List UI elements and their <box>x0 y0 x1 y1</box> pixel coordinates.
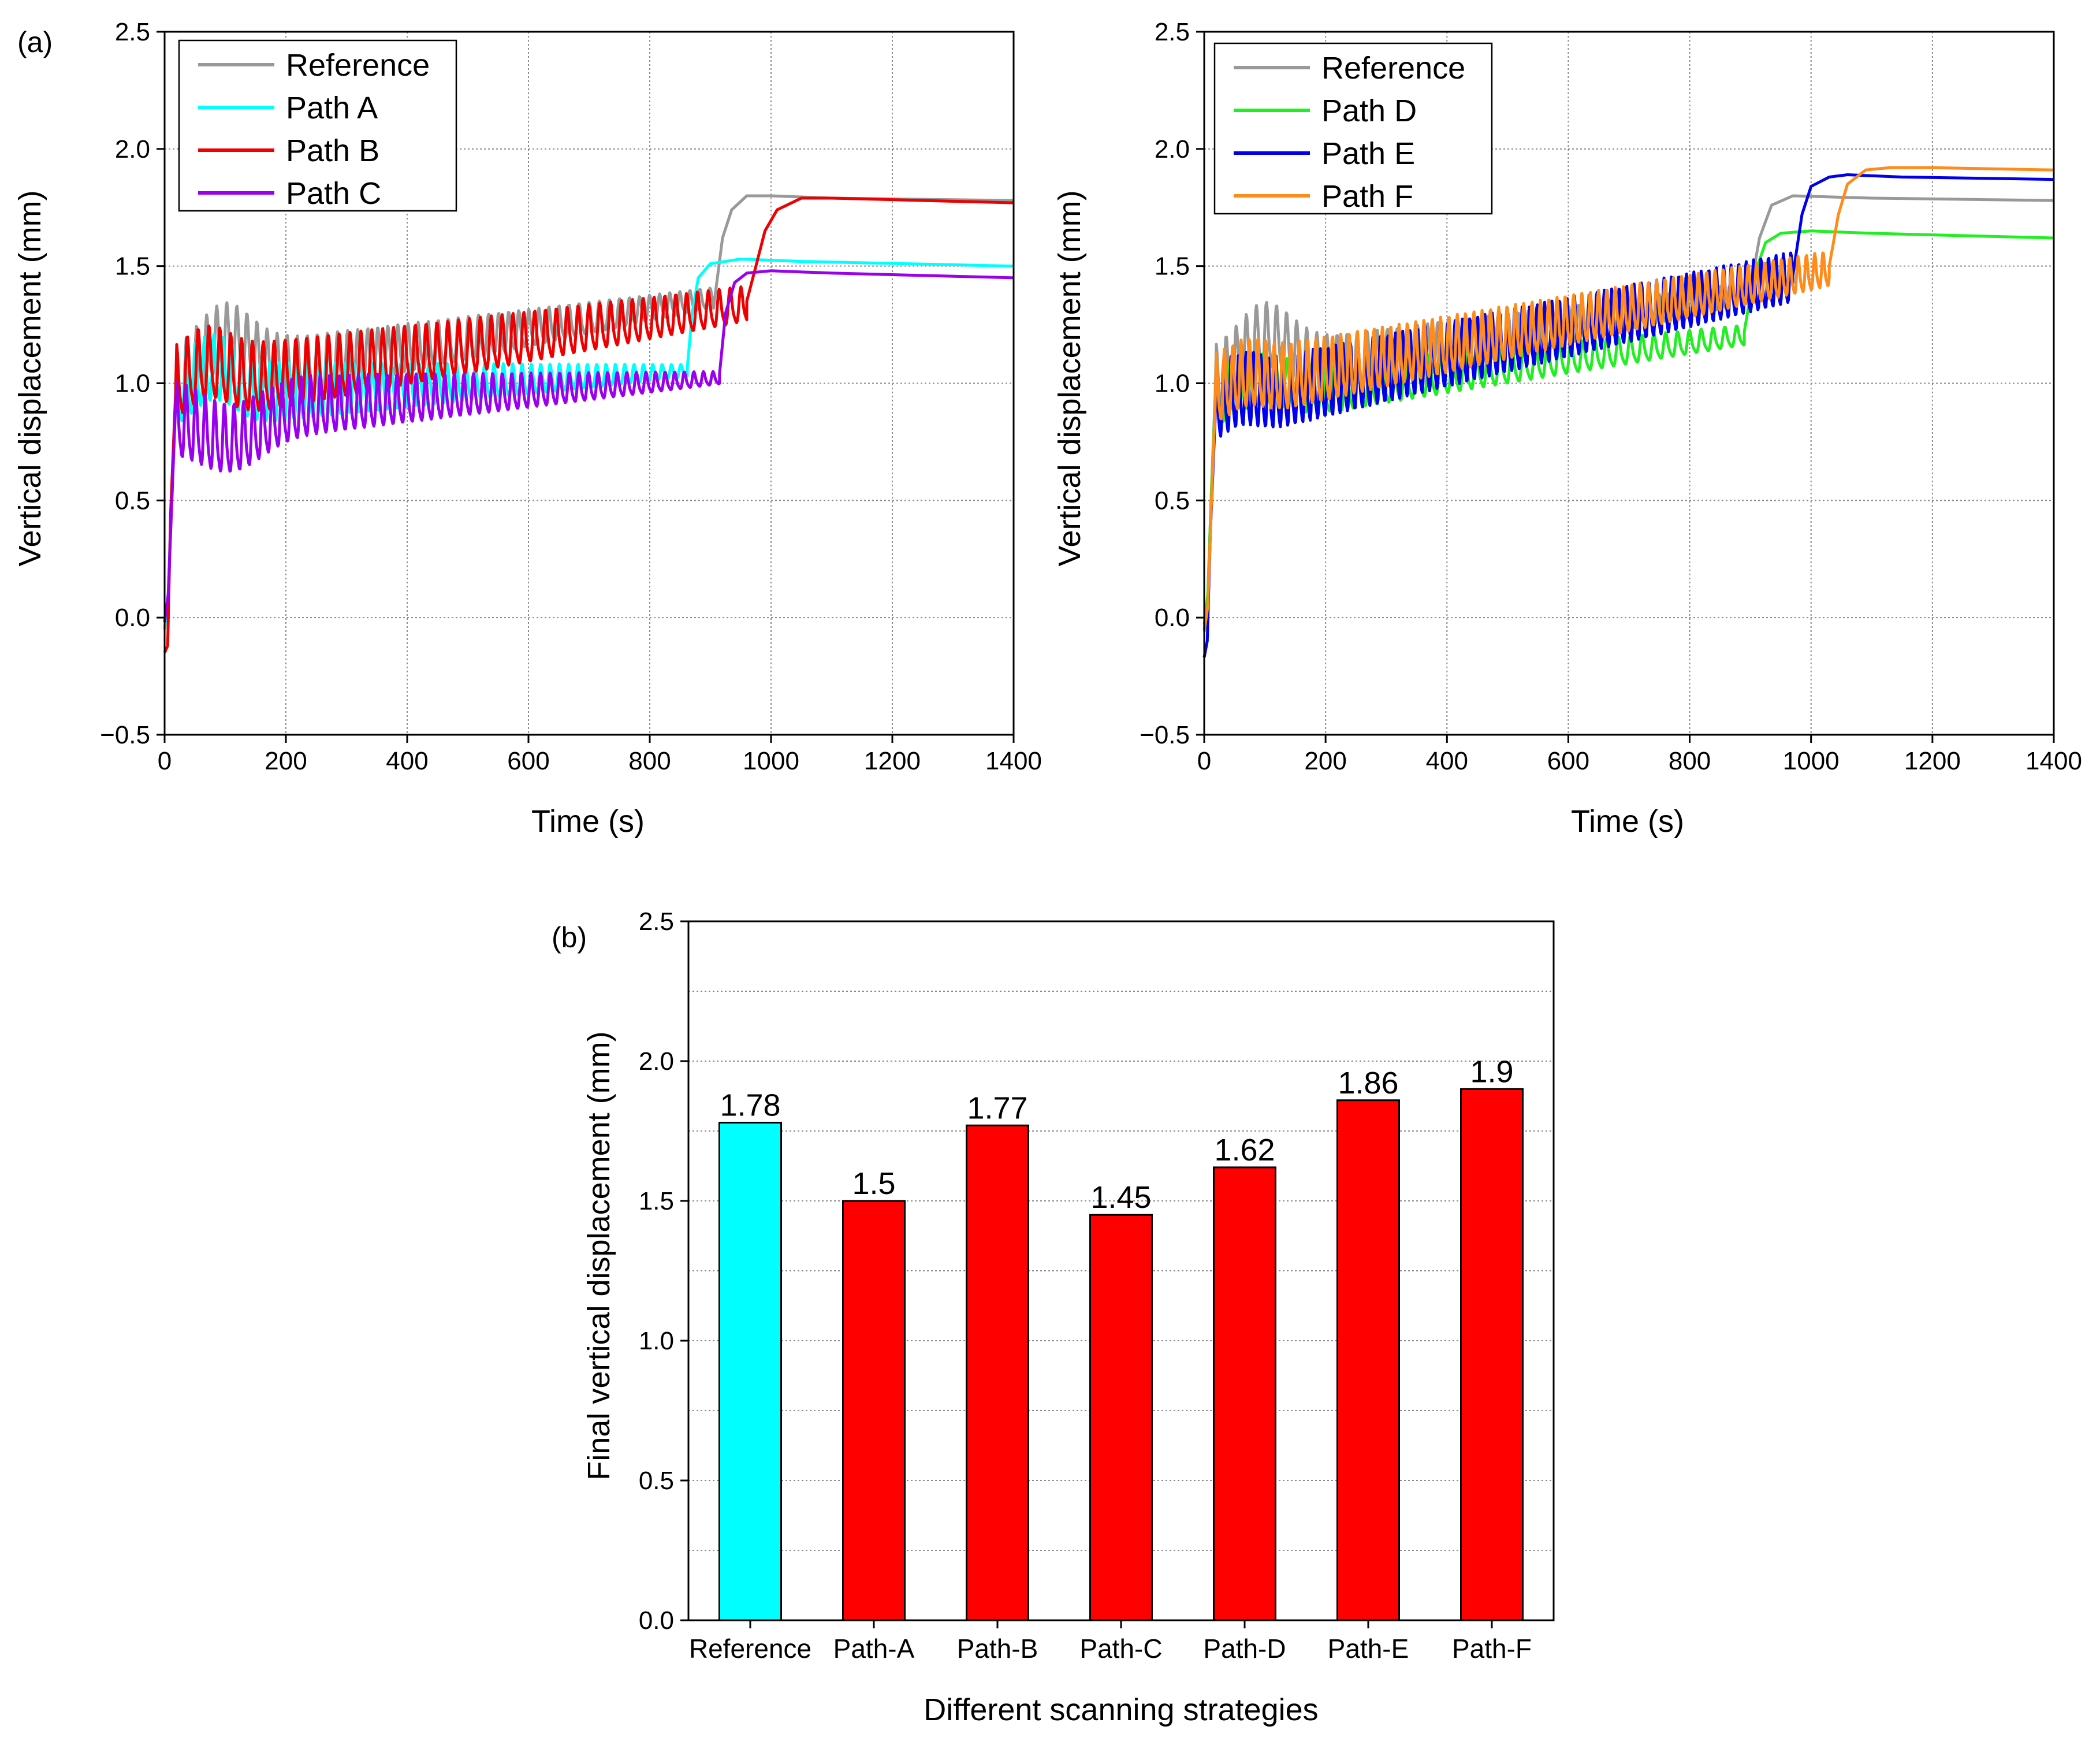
y-tick-label: 0.5 <box>639 1467 674 1495</box>
bar-value-label-path-e: 1.86 <box>1338 1066 1398 1100</box>
x-axis-title-a-right: Time (s) <box>1571 804 1684 839</box>
x-tick-label: 1200 <box>1904 747 1961 775</box>
category-label-reference: Reference <box>689 1634 811 1664</box>
category-label-path-d: Path-D <box>1203 1634 1286 1664</box>
y-axis-title-a-right: Vertical displacement (mm) <box>1052 190 1087 566</box>
x-axis-title-a-left: Time (s) <box>531 804 645 839</box>
chart-a-left: (a) Time (s) Vertical displacement (mm) … <box>13 18 1042 839</box>
bar-path-c <box>1089 1214 1153 1621</box>
category-label-path-f: Path-F <box>1452 1634 1532 1664</box>
x-tick-label: 600 <box>1547 747 1589 775</box>
category-label-path-b: Path-B <box>957 1634 1038 1664</box>
x-tick-label: 1000 <box>743 747 799 775</box>
chart-a-right: Time (s) Vertical displacement (mm) 0 200… <box>1052 18 2082 839</box>
bar-path-f <box>1460 1088 1524 1621</box>
panel-label-a: (a) <box>17 26 53 58</box>
legend-box <box>178 39 457 212</box>
x-tick-label: 1200 <box>864 747 921 775</box>
bar-value-label-path-d: 1.62 <box>1214 1133 1275 1167</box>
y-tick-label: 2.5 <box>115 18 150 46</box>
plot-frame <box>687 920 1555 1621</box>
chart-b: (b) Different scanning strategies Final … <box>552 907 1555 1727</box>
y-tick-label: −0.5 <box>100 721 150 749</box>
category-label-path-e: Path-E <box>1328 1634 1409 1664</box>
x-tick-label: 1400 <box>985 747 1042 775</box>
y-tick-label: 0.0 <box>115 604 150 632</box>
y-tick-label: 1.5 <box>115 252 150 281</box>
legend-label-path-b: Path B <box>286 133 379 168</box>
legend-label-path-c: Path C <box>286 176 381 211</box>
x-tick-label: 1000 <box>1783 747 1840 775</box>
y-tick-label: 1.0 <box>639 1327 674 1355</box>
legend-label-reference: Reference <box>1321 51 1465 85</box>
y-tick-label: 0.0 <box>639 1606 674 1635</box>
bar-value-label-path-f: 1.9 <box>1470 1054 1513 1089</box>
y-axis-title-b: Final vertical displacement (mm) <box>582 1031 616 1480</box>
x-tick-label: 400 <box>1426 747 1468 775</box>
legend-label-path-f: Path F <box>1321 179 1413 214</box>
bar-value-label-path-b: 1.77 <box>967 1091 1027 1125</box>
legend-label-reference: Reference <box>286 48 430 83</box>
bar-path-e <box>1336 1099 1400 1621</box>
y-tick-label: 2.0 <box>115 135 150 163</box>
bar-value-label-path-c: 1.45 <box>1090 1180 1151 1215</box>
y-tick-label: 0.5 <box>115 486 150 515</box>
x-tick-label: 200 <box>265 747 307 775</box>
y-axis-title-a-left: Vertical displacement (mm) <box>13 190 47 566</box>
legend-label-path-e: Path E <box>1321 136 1415 171</box>
y-tick-label: 2.0 <box>639 1047 674 1076</box>
bar-path-d <box>1213 1166 1276 1621</box>
bar-reference <box>718 1121 782 1621</box>
legend-box <box>1213 42 1493 215</box>
bar-value-label-reference: 1.78 <box>720 1088 780 1122</box>
y-tick-label: 1.5 <box>639 1187 674 1215</box>
x-tick-label: 1400 <box>2025 747 2082 775</box>
x-tick-label: 0 <box>158 747 172 775</box>
x-tick-label: 400 <box>386 747 428 775</box>
y-tick-label: 1.5 <box>1155 252 1190 281</box>
bar-path-b <box>966 1124 1029 1621</box>
series-line-path-c <box>163 269 1014 623</box>
x-tick-label: 0 <box>1197 747 1211 775</box>
y-tick-label: 2.5 <box>639 907 674 936</box>
y-tick-label: 1.0 <box>1155 370 1190 398</box>
legend-label-path-a: Path A <box>286 91 378 125</box>
y-tick-label: 2.0 <box>1155 135 1190 163</box>
x-axis-title-b: Different scanning strategies <box>924 1692 1318 1727</box>
category-label-path-a: Path-A <box>833 1634 915 1664</box>
panel-label-b: (b) <box>552 921 587 954</box>
y-tick-label: 2.5 <box>1155 18 1190 46</box>
x-tick-label: 800 <box>628 747 671 775</box>
legend-label-path-d: Path D <box>1321 94 1417 128</box>
y-tick-label: −0.5 <box>1140 721 1190 749</box>
bar-path-a <box>842 1200 906 1621</box>
series-line-path-f <box>1202 166 2054 632</box>
y-tick-label: 1.0 <box>115 370 150 398</box>
y-tick-label: 0.5 <box>1155 486 1190 515</box>
bar-value-label-path-a: 1.5 <box>852 1166 895 1201</box>
y-tick-label: 0.0 <box>1155 604 1190 632</box>
x-tick-label: 200 <box>1304 747 1346 775</box>
category-label-path-c: Path-C <box>1079 1634 1162 1664</box>
x-tick-label: 600 <box>507 747 549 775</box>
x-tick-label: 800 <box>1669 747 1711 775</box>
